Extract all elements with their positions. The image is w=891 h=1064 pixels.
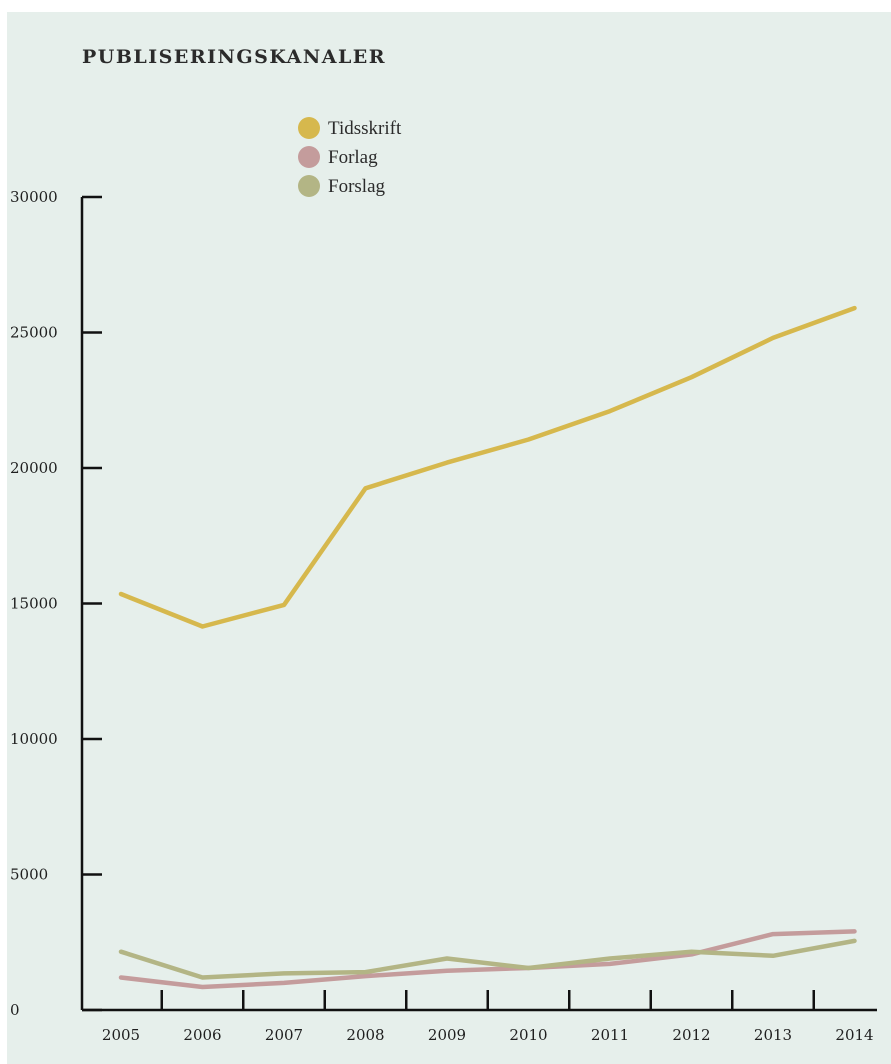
x-tick-label: 2012 (672, 1026, 710, 1044)
legend-label-forslag: Forslag (328, 176, 386, 197)
x-tick-label: 2005 (102, 1026, 140, 1044)
x-tick-label: 2006 (183, 1026, 221, 1044)
y-tick-label: 0 (10, 1001, 20, 1019)
legend-marker-forlag (298, 146, 320, 168)
chart-panel (7, 12, 891, 1064)
x-tick-label: 2010 (509, 1026, 547, 1044)
y-tick-label: 25000 (10, 324, 58, 342)
series-line-forslag (118, 938, 857, 980)
x-tick-label: 2008 (346, 1026, 384, 1044)
x-tick-label: 2013 (754, 1026, 792, 1044)
y-tick-label: 5000 (10, 866, 48, 884)
y-tick-label: 20000 (10, 459, 58, 477)
chart-title: PUBLISERINGSKANALER (82, 46, 387, 68)
x-tick-label: 2009 (428, 1026, 466, 1044)
series-line-forlag (118, 929, 857, 990)
x-tick-label: 2011 (591, 1026, 629, 1044)
legend-marker-tidsskrift (298, 117, 320, 139)
y-tick-label: 10000 (10, 730, 58, 748)
series-line-tidsskrift (118, 305, 857, 629)
legend-marker-forslag (298, 175, 320, 197)
x-tick-label: 2014 (835, 1026, 873, 1044)
legend-label-forlag: Forlag (328, 147, 378, 168)
x-tick-label: 2007 (265, 1026, 303, 1044)
legend-label-tidsskrift: Tidsskrift (328, 118, 402, 139)
y-tick-label: 15000 (10, 595, 58, 613)
y-tick-label: 30000 (10, 188, 58, 206)
